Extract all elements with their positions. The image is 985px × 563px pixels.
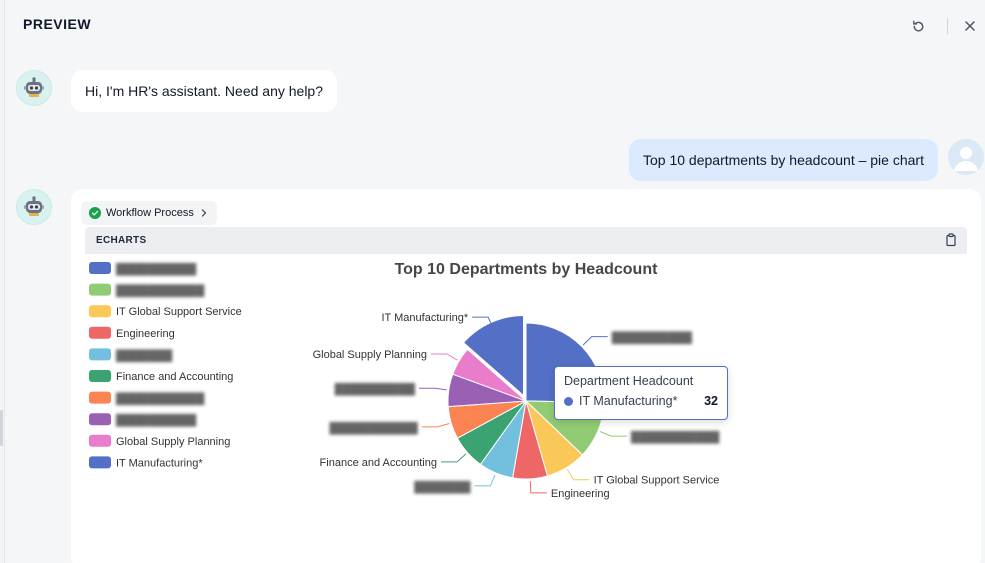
legend-swatch [89,434,111,447]
legend-item[interactable]: IT Manufacturing* [89,456,203,469]
tooltip-value: 32 [704,394,718,408]
slice-label: Finance and Accounting [320,457,437,469]
label-leader-line [529,480,547,494]
slice-label: ▓▓▓▓▓▓▓▓▓▓ [335,382,416,396]
legend-item[interactable]: ▓▓▓▓▓▓▓▓▓▓ [89,413,197,427]
label-leader-line [474,474,496,487]
panel-title: PREVIEW [23,16,92,32]
chevron-right-icon [201,209,207,217]
slice-label: Engineering [551,488,610,500]
legend-item[interactable]: ▓▓▓▓▓▓▓ [89,348,173,362]
chart-tooltip: Department Headcount IT Manufacturing* 3… [554,366,728,420]
label-leader-line [472,316,494,329]
legend-item[interactable]: ▓▓▓▓▓▓▓▓▓▓ [89,262,197,276]
slice-label: ▓▓▓▓▓▓▓▓▓▓▓ [631,430,720,444]
check-circle-icon [89,207,101,219]
tooltip-name: IT Manufacturing* [579,394,678,408]
legend-label: ▓▓▓▓▓▓▓▓▓▓▓ [116,392,205,406]
legend-label: ▓▓▓▓▓▓▓▓▓▓▓ [116,284,205,298]
label-leader-line [440,453,467,463]
slice-label: ▓▓▓▓▓▓▓ [414,480,471,494]
label-leader-line [566,469,590,481]
legend-label: ▓▓▓▓▓▓▓ [116,348,173,362]
user-message: Top 10 departments by headcount – pie ch… [629,139,938,181]
chart-title: Top 10 Departments by Headcount [395,261,659,278]
legend-item[interactable]: ▓▓▓▓▓▓▓▓▓▓▓ [89,391,205,406]
echarts-header: ECHARTS [85,227,967,254]
legend-swatch [89,456,111,469]
workflow-process-toggle[interactable]: Workflow Process [81,201,217,225]
bot-avatar [16,70,52,106]
legend-label: IT Global Support Service [116,306,242,318]
legend-label: ▓▓▓▓▓▓▓▓▓▓ [116,413,197,427]
legend-label: Finance and Accounting [116,371,233,383]
legend-label: IT Manufacturing* [116,457,203,469]
refresh-button[interactable] [908,16,928,36]
robot-icon [24,196,44,216]
legend-item[interactable]: Finance and Accounting [89,370,233,383]
legend-swatch [89,370,111,382]
resize-handle[interactable] [0,410,3,446]
tooltip-color-dot [564,396,573,406]
label-leader-line [430,353,458,361]
label-leader-line [418,387,447,391]
legend-label: Engineering [116,328,175,340]
tooltip-title: Department Headcount [564,374,694,388]
legend-swatch [89,348,111,361]
legend-swatch [89,262,111,274]
slice-label: Global Supply Planning [313,349,427,361]
legend-item[interactable]: ▓▓▓▓▓▓▓▓▓▓▓ [89,283,205,298]
copy-icon[interactable] [944,233,958,247]
legend-label: ▓▓▓▓▓▓▓▓▓▓ [116,262,197,276]
pie-chart: Top 10 Departments by Headcount▓▓▓▓▓▓▓▓▓… [89,261,720,500]
legend-label: Global Supply Planning [116,436,230,448]
legend-item[interactable]: IT Global Support Service [89,305,242,318]
slice-label: IT Manufacturing* [382,312,469,324]
legend-swatch [89,413,111,426]
bot-answer-card: Workflow Process ECHARTS Top 10 Departme… [71,189,981,563]
bot-avatar-answer [16,189,52,225]
label-leader-line [421,423,450,428]
label-leader-line [582,336,608,346]
bot-message: Hi, I'm HR's assistant. Need any help? [71,70,337,112]
legend-swatch [89,391,111,404]
echarts-label: ECHARTS [96,235,147,246]
slice-label: ▓▓▓▓▓▓▓▓▓▓ [612,331,693,345]
legend-item[interactable]: Global Supply Planning [89,434,230,448]
user-icon [954,147,978,171]
chart-container: Top 10 Departments by Headcount ▓▓▓▓▓▓▓▓▓… [85,254,967,563]
workflow-label: Workflow Process [106,207,194,219]
label-leader-line [599,431,628,437]
preview-panel: PREVIEW Hi, I'm HR's assistant. Need any… [4,0,985,563]
refresh-icon [912,20,923,31]
close-button[interactable] [960,16,980,36]
slice-label: ▓▓▓▓▓▓▓▓▓▓▓ [329,421,418,435]
legend-swatch [89,326,111,339]
close-icon [965,21,975,31]
user-avatar [948,139,984,175]
legend-swatch [89,305,111,318]
legend-item[interactable]: Engineering [89,326,175,340]
robot-icon [24,77,44,97]
pie-slice[interactable] [452,348,527,402]
legend-swatch [89,283,111,296]
header-divider [947,18,948,34]
slice-label: IT Global Support Service [594,475,720,487]
